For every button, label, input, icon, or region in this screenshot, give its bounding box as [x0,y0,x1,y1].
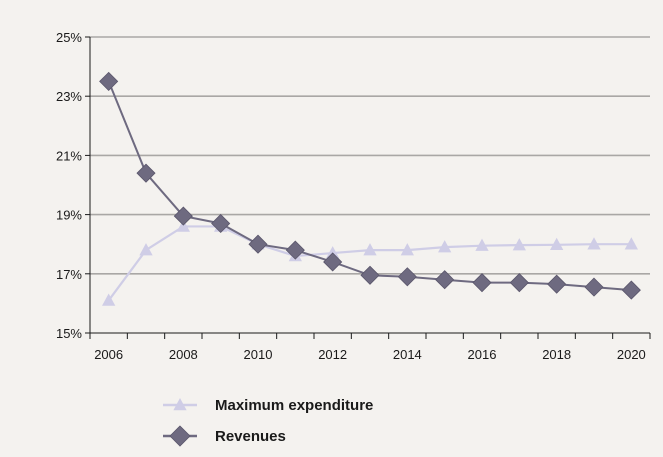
data-point-diamond [211,213,231,234]
data-point-diamond [323,252,343,272]
data-point-triangle [102,293,116,306]
x-tick-label: 2006 [94,347,123,362]
legend: Maximum expenditure Revenues [163,397,373,447]
data-point-diamond [472,273,492,293]
data-point-diamond [397,267,417,287]
data-point-diamond [435,270,455,290]
x-tick-label: 2012 [318,347,347,362]
legend-item-maximum-expenditure: Maximum expenditure [163,397,373,414]
y-tick-label: 15% [56,326,82,341]
x-tick-label: 2014 [393,347,422,362]
axes: 15% 17% 19% 21% 23% 25% 2006 2008 2010 2012 2014 20… [56,30,651,362]
data-point-triangle [475,238,489,251]
data-point-triangle [624,237,638,250]
y-tick-label: 19% [56,208,82,223]
y-tick-label: 17% [56,267,82,282]
data-point-diamond [509,273,529,293]
data-point-triangle [400,243,414,256]
series-maximum-expenditure [102,219,638,306]
data-point-diamond [584,277,604,297]
data-point-diamond [285,240,305,260]
data-point-triangle [550,237,564,251]
data-point-triangle [438,240,452,253]
series-revenues [99,71,641,300]
data-point-triangle [587,237,601,250]
x-tick-label: 2016 [468,347,497,362]
x-tick-label: 2020 [617,347,646,362]
legend-item-revenues: Revenues [163,425,286,447]
x-tick-label: 2008 [169,347,198,362]
y-tick-label: 23% [56,89,82,104]
y-tick-label: 21% [56,148,82,163]
x-tick-label: 2018 [542,347,571,362]
data-point-triangle [512,238,526,251]
x-tick-label: 2010 [244,347,273,362]
data-point-triangle [139,243,153,256]
legend-triangle-icon [173,398,187,411]
y-tick-label: 25% [56,30,82,45]
data-point-diamond [173,206,193,226]
data-point-triangle [326,246,340,259]
legend-label: Maximum expenditure [215,397,373,414]
data-point-diamond [621,280,641,300]
data-point-diamond [99,71,119,91]
data-point-diamond [547,274,567,294]
data-point-triangle [363,243,377,256]
data-point-diamond [360,265,380,285]
legend-diamond-icon [169,425,191,447]
series [99,71,641,306]
data-point-diamond [136,163,156,183]
legend-label: Revenues [215,428,286,445]
data-point-diamond [248,234,268,254]
